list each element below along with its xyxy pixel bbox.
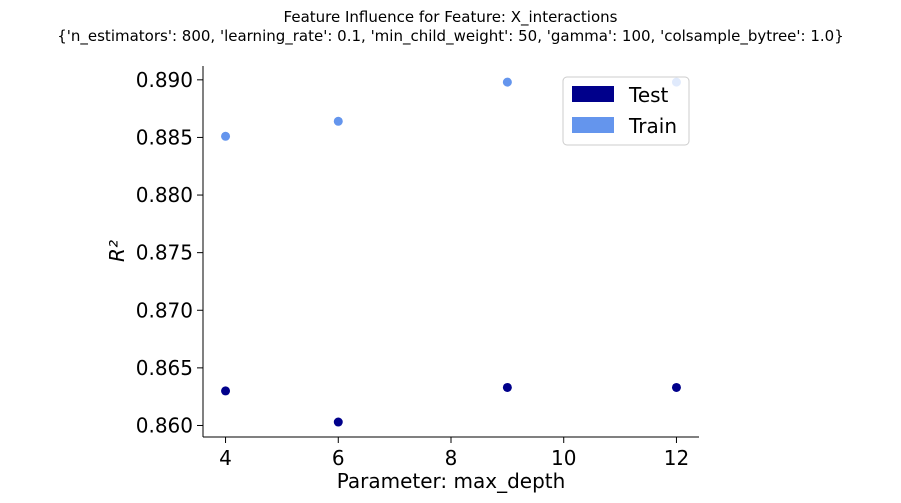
data-point-train: [333, 116, 343, 126]
x-axis-label: Parameter: max_depth: [337, 469, 566, 493]
y-tick-label: 0.885: [136, 125, 193, 149]
x-tick-label: 8: [445, 446, 458, 470]
data-point-test: [221, 386, 231, 396]
y-tick-label: 0.875: [136, 241, 193, 265]
x-tick-label: 10: [551, 446, 576, 470]
data-point-test: [671, 382, 681, 392]
y-axis-label: R²: [105, 240, 129, 262]
data-point-train: [221, 131, 231, 141]
legend-label-train: Train: [628, 114, 677, 138]
legend-swatch-train: [572, 117, 614, 133]
legend-swatch-test: [572, 86, 614, 102]
y-tick-label: 0.860: [136, 413, 193, 437]
y-tick-label: 0.880: [136, 183, 193, 207]
x-tick-label: 6: [332, 446, 345, 470]
data-point-test: [333, 417, 343, 427]
chart-subtitle: {'n_estimators': 800, 'learning_rate': 0…: [57, 27, 844, 45]
x-tick-label: 12: [664, 446, 689, 470]
data-point-train: [502, 77, 512, 87]
data-point-test: [502, 382, 512, 392]
y-ticks: 0.860 0.865 0.870 0.875 0.880 0.885 0.890: [136, 68, 203, 437]
y-tick-label: 0.890: [136, 68, 193, 92]
legend-label-test: Test: [628, 83, 669, 107]
y-tick-label: 0.865: [136, 356, 193, 380]
legend: Test Train: [562, 76, 690, 146]
chart-title: Feature Influence for Feature: X_interac…: [283, 8, 618, 26]
x-tick-label: 4: [219, 446, 232, 470]
x-ticks: 4 6 8 10 12: [219, 437, 689, 470]
y-tick-label: 0.870: [136, 298, 193, 322]
